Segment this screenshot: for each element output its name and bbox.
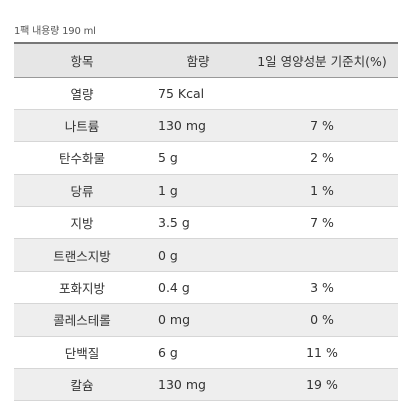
row-amount: 0 mg xyxy=(158,312,191,328)
table-header-row: 항목 함량 1일 영양성분 기준치(%) xyxy=(14,43,398,77)
table-row: 단백질 6 g 11 % xyxy=(14,336,398,369)
row-item: 탄수화물 xyxy=(58,151,105,167)
header-amount: 함량 xyxy=(186,53,210,69)
table-row: 나트륨 130 mg 7 % xyxy=(14,109,398,142)
row-amount: 75 Kcal xyxy=(158,85,205,101)
table-row: 열량 75 Kcal xyxy=(14,77,398,110)
row-amount: 130 mg xyxy=(158,118,206,134)
serving-size-caption: 1팩 내용량 190 ml xyxy=(14,26,96,37)
table-row: 콜레스테롤 0 mg 0 % xyxy=(14,303,398,337)
row-daily-value: 3 % xyxy=(310,280,334,296)
row-amount: 0.4 g xyxy=(158,280,190,296)
row-daily-value: 19 % xyxy=(306,377,338,393)
table-row: 트랜스지방 0 g xyxy=(14,238,398,272)
table-row: 칼슘 130 mg 19 % xyxy=(14,368,398,401)
header-item: 항목 xyxy=(70,53,94,69)
row-daily-value: 2 % xyxy=(310,150,334,166)
row-daily-value: 1 % xyxy=(310,182,334,198)
row-daily-value xyxy=(246,239,398,271)
table-row: 탄수화물 5 g 2 % xyxy=(14,141,398,175)
row-daily-value: 7 % xyxy=(310,118,334,134)
row-item: 열량 xyxy=(70,86,94,102)
table-row: 포화지방 0.4 g 3 % xyxy=(14,271,398,304)
row-daily-value: 11 % xyxy=(306,344,338,360)
row-amount: 3.5 g xyxy=(158,215,190,231)
row-amount: 5 g xyxy=(158,150,178,166)
row-daily-value xyxy=(246,77,398,109)
row-item: 지방 xyxy=(70,216,94,232)
row-amount: 6 g xyxy=(158,344,178,360)
row-daily-value: 7 % xyxy=(310,215,334,231)
header-daily-value: 1일 영양성분 기준치(%) xyxy=(257,53,387,69)
row-item: 칼슘 xyxy=(70,378,94,394)
row-item: 트랜스지방 xyxy=(53,248,111,264)
row-item: 나트륨 xyxy=(64,119,100,135)
row-item: 콜레스테롤 xyxy=(53,313,111,329)
row-amount: 0 g xyxy=(158,247,178,263)
table-row: 지방 3.5 g 7 % xyxy=(14,206,398,239)
row-item: 포화지방 xyxy=(58,281,105,297)
row-item: 단백질 xyxy=(64,345,100,361)
row-item: 당류 xyxy=(70,183,94,199)
nutrition-table: 항목 함량 1일 영양성분 기준치(%) 열량 75 Kcal 나트륨 130 … xyxy=(14,42,398,401)
row-amount: 1 g xyxy=(158,182,178,198)
table-row: 당류 1 g 1 % xyxy=(14,174,398,207)
row-daily-value: 0 % xyxy=(310,312,334,328)
row-amount: 130 mg xyxy=(158,377,206,393)
